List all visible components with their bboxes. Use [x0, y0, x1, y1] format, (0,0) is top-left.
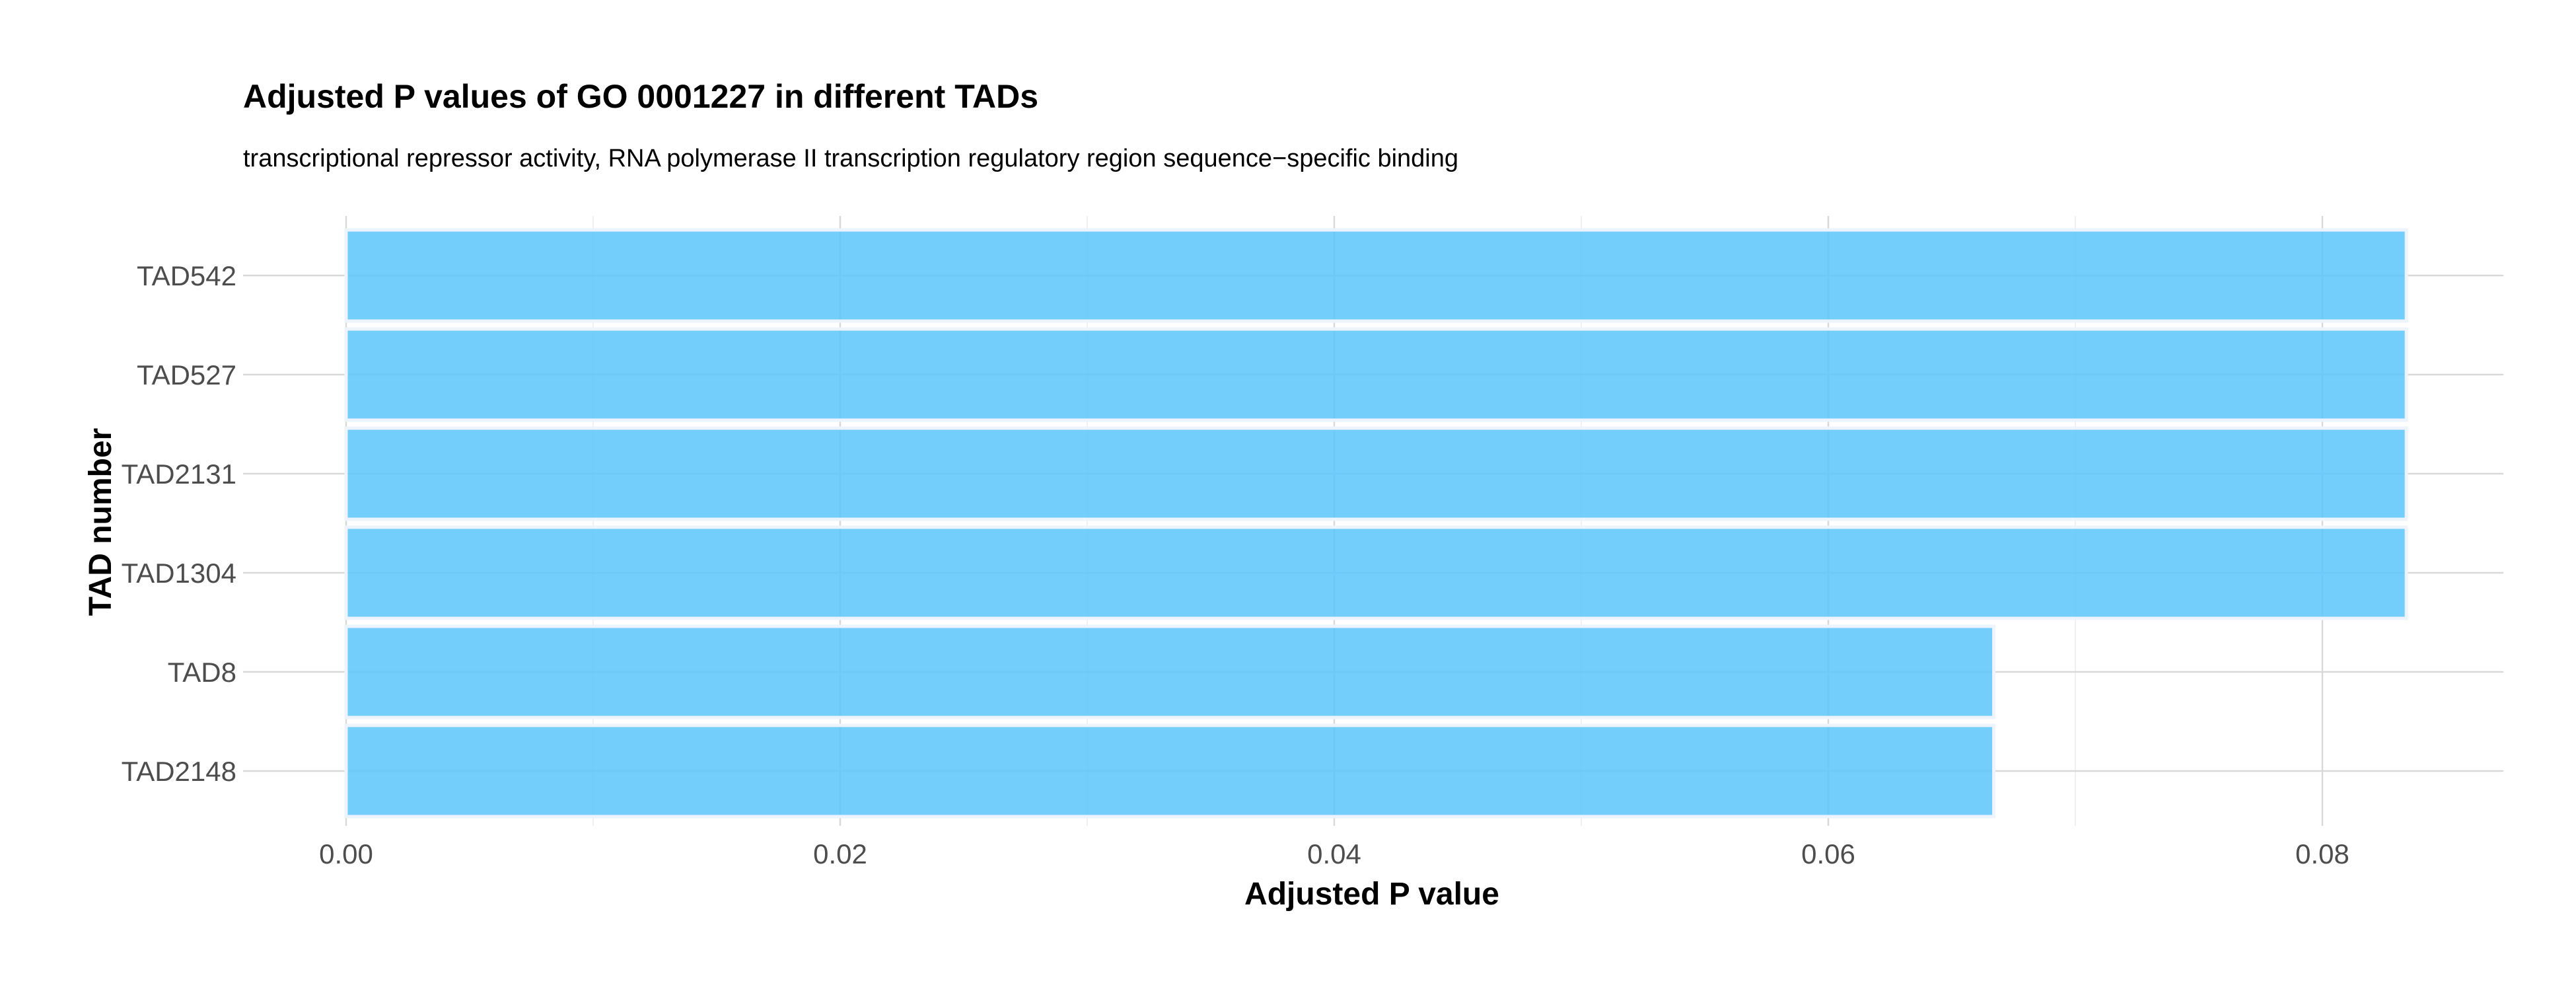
x-tick-label: 0.06	[1801, 838, 1855, 869]
x-tick-label: 0.00	[319, 838, 373, 869]
x-tick-label: 0.02	[813, 838, 867, 869]
chart-title: Adjusted P values of GO 0001227 in diffe…	[243, 78, 1038, 115]
x-tick-label: 0.08	[2295, 838, 2349, 869]
bar-tad1304	[344, 525, 2408, 620]
y-tick-label: TAD2131	[122, 459, 236, 490]
chart-subtitle: transcriptional repressor activity, RNA …	[243, 145, 1458, 172]
x-tick-labels: 0.00 0.02 0.04 0.06 0.08	[319, 838, 2349, 869]
y-axis-title: TAD number	[83, 428, 118, 616]
bar-tad2148	[344, 723, 1996, 819]
bar-tad8	[344, 624, 1996, 719]
y-tick-label: TAD1304	[122, 558, 236, 589]
y-tick-label: TAD527	[137, 359, 236, 390]
y-tick-labels: TAD542 TAD527 TAD2131 TAD1304 TAD8 TAD2148	[122, 260, 236, 787]
bar-tad527	[344, 327, 2408, 422]
bar-tad2131	[344, 426, 2408, 521]
y-tick-label: TAD2148	[122, 756, 236, 787]
y-tick-label: TAD542	[137, 260, 236, 291]
y-tick-label: TAD8	[168, 657, 236, 688]
bars	[344, 228, 2408, 819]
x-axis-title: Adjusted P value	[1244, 877, 1499, 912]
x-tick-label: 0.04	[1307, 838, 1361, 869]
bar-tad542	[344, 228, 2408, 323]
